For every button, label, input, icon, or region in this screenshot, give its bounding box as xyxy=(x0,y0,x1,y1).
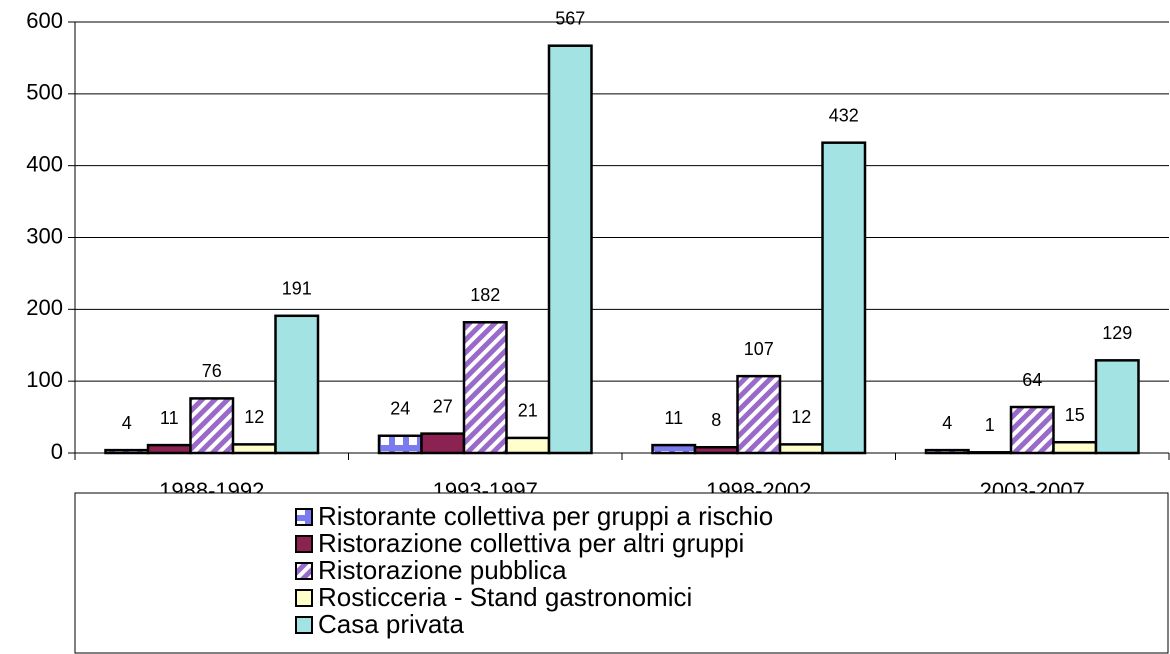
legend-swatch xyxy=(295,535,313,553)
legend-swatch xyxy=(295,616,313,634)
legend-swatch xyxy=(295,562,313,580)
bar xyxy=(146,443,192,455)
value-label: 107 xyxy=(744,339,774,359)
value-label: 76 xyxy=(202,361,222,381)
y-tick-label: 400 xyxy=(26,151,63,176)
value-label: 27 xyxy=(433,396,453,416)
bar xyxy=(924,448,970,455)
bar xyxy=(274,314,320,455)
bar xyxy=(189,397,235,455)
legend-label: Ristorante collettiva per gruppi a risch… xyxy=(318,501,773,531)
value-label: 191 xyxy=(282,279,312,299)
value-label: 4 xyxy=(942,413,952,433)
y-tick-label: 600 xyxy=(26,8,63,33)
bar xyxy=(420,432,466,455)
legend-label: Ristorazione pubblica xyxy=(318,555,567,585)
legend-box xyxy=(74,492,1169,654)
value-label: 567 xyxy=(555,8,585,28)
bar xyxy=(1009,405,1055,455)
bar xyxy=(967,451,1013,455)
value-label: 12 xyxy=(791,407,811,427)
bar xyxy=(736,374,782,455)
legend-label: Rosticceria - Stand gastronomici xyxy=(318,582,692,612)
bar xyxy=(778,443,824,455)
bar xyxy=(693,446,739,455)
bar xyxy=(1094,359,1140,455)
value-label: 1 xyxy=(985,415,995,435)
value-label: 64 xyxy=(1022,370,1042,390)
legend-swatch xyxy=(295,508,313,526)
bar xyxy=(547,44,593,455)
value-label: 15 xyxy=(1065,405,1085,425)
y-tick-label: 300 xyxy=(26,223,63,248)
value-label: 21 xyxy=(518,401,538,421)
bar xyxy=(1052,440,1098,455)
value-label: 11 xyxy=(664,408,683,428)
y-tick-label: 100 xyxy=(26,367,63,392)
value-label: 432 xyxy=(829,105,859,125)
bar xyxy=(821,141,867,455)
bar xyxy=(104,448,150,455)
value-label: 8 xyxy=(711,410,721,430)
bar xyxy=(505,436,551,455)
value-label: 11 xyxy=(160,408,179,428)
legend-label: Casa privata xyxy=(318,609,464,639)
y-tick-label: 500 xyxy=(26,80,63,105)
legend-swatch xyxy=(295,589,313,607)
value-label: 129 xyxy=(1102,323,1132,343)
value-label: 12 xyxy=(244,407,264,427)
value-label: 24 xyxy=(390,399,410,419)
y-tick-label: 200 xyxy=(26,295,63,320)
y-tick-label: 0 xyxy=(51,439,63,464)
value-label: 4 xyxy=(122,413,132,433)
bar xyxy=(462,321,508,455)
bar xyxy=(377,434,423,455)
bar xyxy=(231,443,277,455)
value-label: 182 xyxy=(470,285,500,305)
legend-label: Ristorazione collettiva per altri gruppi xyxy=(318,528,744,558)
bar xyxy=(651,443,697,455)
